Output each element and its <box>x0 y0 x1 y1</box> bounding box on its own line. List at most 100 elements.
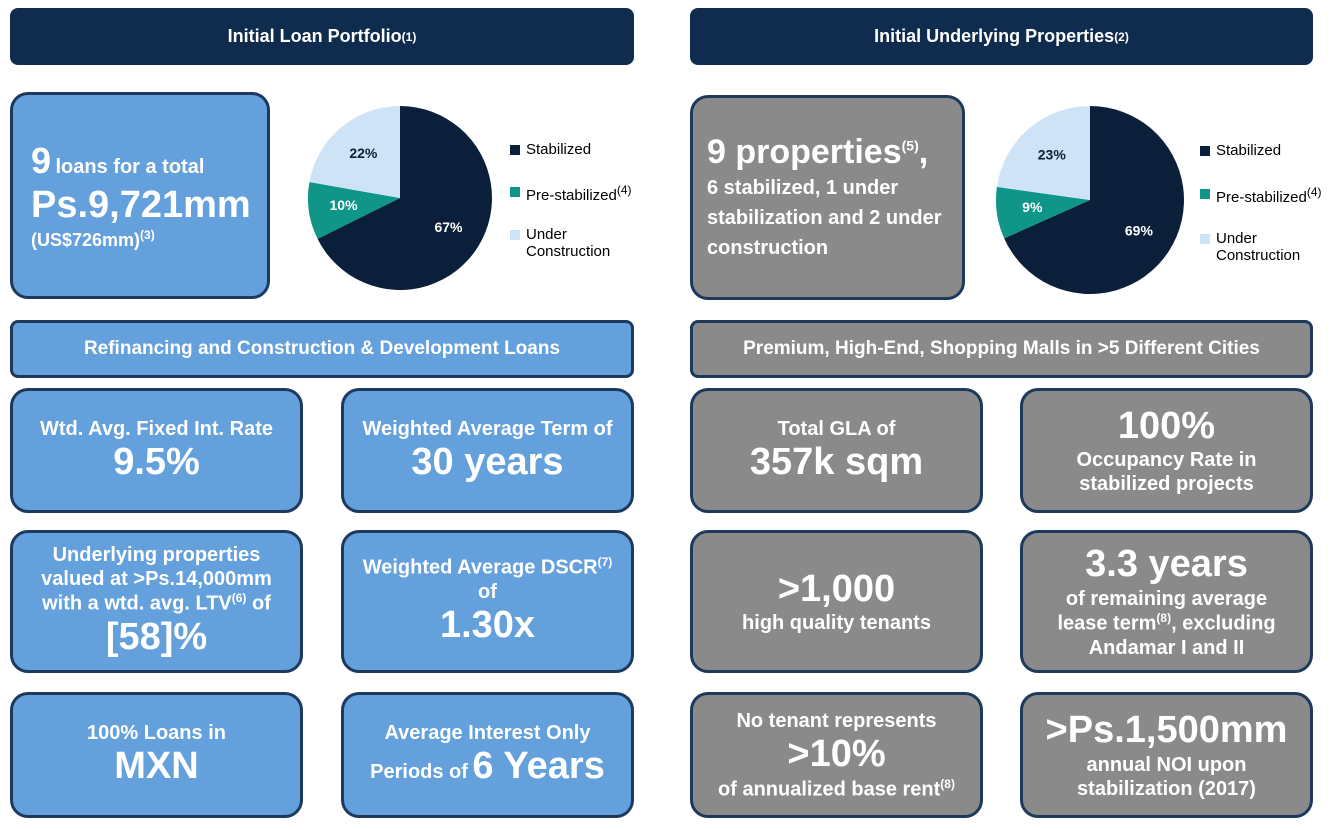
legend-item: Pre-stabilized(4) <box>510 183 640 204</box>
card-line: stabilized projects <box>1079 473 1254 496</box>
card-value: >Ps.1,500mm <box>1045 709 1288 752</box>
slice-label: 9% <box>1022 199 1043 215</box>
card-line: of annualized base rent(8) <box>718 777 955 802</box>
header: Initial Underlying Properties (2) <box>690 8 1313 65</box>
legend-swatch <box>1200 189 1210 199</box>
pie-slice <box>996 106 1090 200</box>
legend-label: Stabilized <box>1216 142 1282 159</box>
legend-label: Pre-stabilized <box>1216 189 1307 206</box>
card: No tenant represents >10% of annualized … <box>690 692 983 818</box>
legend-text: Under Construction <box>526 226 640 260</box>
pie-slice <box>1004 106 1184 294</box>
card-text: of <box>251 592 271 615</box>
card-line: Underlying properties <box>52 544 261 567</box>
legend-swatch <box>1200 234 1210 244</box>
footnote: (4) <box>1306 185 1322 199</box>
card-value: 1.30x <box>439 603 536 646</box>
card-label: Weighted Average Term of <box>362 417 613 440</box>
footnote: (1) <box>401 29 417 44</box>
pie-chart: 67% 10% 22% <box>308 106 492 290</box>
card: 3.3 years of remaining average lease ter… <box>1020 530 1313 673</box>
card-line: Weighted Average DSCR(7) <box>363 555 613 580</box>
footnote: (8) <box>940 776 955 791</box>
legend-text: Pre-stabilized(4) <box>526 183 632 204</box>
card-value: 30 years <box>411 440 564 483</box>
card-text: Periods of <box>370 761 468 784</box>
card-line: of remaining average <box>1065 588 1268 611</box>
summary-title-end: , <box>918 133 929 172</box>
legend-item: Stabilized <box>1200 142 1330 159</box>
summary-text: loans for a total <box>55 156 205 179</box>
card-value: 100% <box>1117 404 1216 447</box>
legend-text: Stabilized <box>1216 142 1281 159</box>
pie-slice <box>308 182 400 239</box>
pie-slice <box>317 106 492 290</box>
card-line: No tenant represents <box>736 709 937 732</box>
card-line: of <box>478 580 497 603</box>
card-value: 6 Years <box>472 745 605 788</box>
legend-text: Stabilized <box>526 141 591 158</box>
legend-swatch <box>510 145 520 155</box>
card: 100% Occupancy Rate in stabilized projec… <box>1020 388 1313 513</box>
footnote: (3) <box>140 228 155 243</box>
card: Underlying properties valued at >Ps.14,0… <box>10 530 303 673</box>
card: >1,000 high quality tenants <box>690 530 983 673</box>
card-line: valued at >Ps.14,000mm <box>41 568 272 591</box>
slice-label: 22% <box>349 145 378 161</box>
card: Wtd. Avg. Fixed Int. Rate 9.5% <box>10 388 303 513</box>
summary-text: 6 stabilized, 1 under stabilization and … <box>707 176 942 259</box>
summary-title: 9 properties <box>707 133 902 172</box>
legend-label: Under Construction <box>1216 230 1301 264</box>
footnote: (8) <box>1156 611 1172 626</box>
legend-swatch <box>510 230 520 240</box>
summary-title-line: 9 properties(5), <box>707 132 928 173</box>
pie-chart: 69% 9% 23% <box>996 106 1184 294</box>
legend-text: Under Construction <box>1216 230 1330 264</box>
footnote: (4) <box>616 183 632 197</box>
legend-item: Under Construction <box>1200 230 1330 264</box>
footnote: (7) <box>597 555 613 570</box>
legend-item: Under Construction <box>510 226 640 260</box>
card-text: , excluding <box>1171 612 1276 635</box>
card: Total GLA of 357k sqm <box>690 388 983 513</box>
card: 100% Loans in MXN <box>10 692 303 818</box>
slice-label: 69% <box>1125 222 1154 238</box>
footnote: (6) <box>231 591 247 606</box>
legend-swatch <box>510 187 520 197</box>
legend-label: Pre-stabilized <box>526 187 617 204</box>
slice-label: 67% <box>434 219 463 235</box>
banner: Refinancing and Construction & Developme… <box>10 320 634 378</box>
legend-label: Stabilized <box>526 141 592 158</box>
summary-amount: Ps.9,721mm <box>31 183 251 226</box>
summary-count: 9 <box>31 140 52 182</box>
card-label: Wtd. Avg. Fixed Int. Rate <box>40 417 273 440</box>
footnote: (2) <box>1114 29 1129 44</box>
header-text: Initial Underlying Properties <box>874 26 1115 46</box>
card-label: Average Interest Only <box>384 722 591 745</box>
card-label: 100% Loans in <box>87 722 226 745</box>
summary-usd: (US$726mm) <box>31 230 141 251</box>
card-text: of annualized base rent <box>718 778 941 801</box>
pie-slice <box>309 106 400 198</box>
card: >Ps.1,500mm annual NOI upon stabilizatio… <box>1020 692 1313 818</box>
header: Initial Loan Portfolio (1) <box>10 8 634 65</box>
legend-item: Pre-stabilized(4) <box>1200 185 1330 206</box>
card-value: [58]% <box>105 615 208 658</box>
pie-slice <box>996 186 1090 239</box>
card-line: with a wtd. avg. LTV(6) of <box>42 591 271 616</box>
banner: Premium, High-End, Shopping Malls in >5 … <box>690 320 1313 378</box>
card-line: Periods of 6 Years <box>370 745 605 789</box>
legend-label: Under Construction <box>526 226 611 260</box>
summary-box: 9 properties(5), 6 stabilized, 1 under s… <box>690 95 965 300</box>
card-text: with a wtd. avg. LTV <box>42 592 232 615</box>
legend-text: Pre-stabilized(4) <box>1216 185 1322 206</box>
legend-swatch <box>1200 146 1210 156</box>
card-value: MXN <box>114 745 199 788</box>
summary-line: 9 loans for a total <box>31 139 204 182</box>
card: Weighted Average Term of 30 years <box>341 388 634 513</box>
card-label: high quality tenants <box>742 612 931 635</box>
slice-label: 10% <box>330 197 359 213</box>
footnote: (5) <box>901 137 919 154</box>
card-line: stabilization (2017) <box>1077 777 1256 800</box>
